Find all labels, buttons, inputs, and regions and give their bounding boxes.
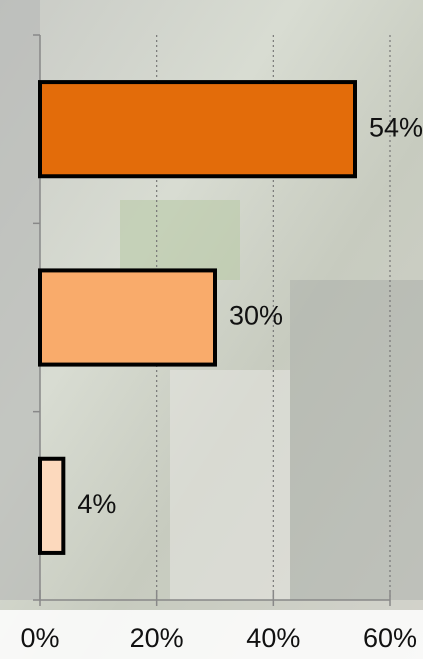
label-band	[0, 610, 423, 659]
photo-courtyard	[120, 200, 240, 280]
x-tick-label: 40%	[246, 623, 300, 653]
bar	[40, 270, 215, 364]
photo-building	[0, 0, 40, 600]
x-tick-label: 0%	[20, 623, 59, 653]
bar	[40, 82, 355, 176]
photo-roof	[290, 280, 423, 600]
bar	[40, 459, 63, 553]
x-tick-label: 60%	[363, 623, 417, 653]
value-label: 30%	[229, 301, 283, 331]
value-label: 54%	[369, 112, 423, 142]
x-tick-label: 20%	[130, 623, 184, 653]
value-label: 4%	[77, 489, 116, 519]
chart: 0% 20% 40% 60% 54% 30% 4%	[0, 0, 423, 659]
photo-building	[170, 370, 290, 600]
